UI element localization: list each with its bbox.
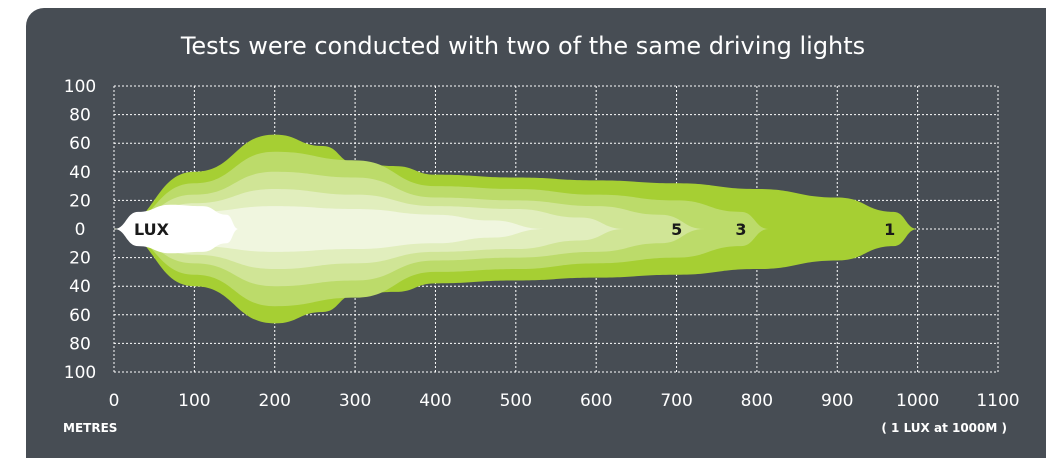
x-tick-label: 300 (339, 391, 371, 411)
lux-note: ( 1 LUX at 1000M ) (881, 421, 1007, 435)
x-tick-label: 800 (741, 391, 773, 411)
y-tick-label: 80 (69, 106, 91, 126)
y-tick-label: 20 (69, 249, 91, 269)
x-tick-label: 500 (500, 391, 532, 411)
x-axis-label: METRES (63, 421, 117, 435)
contour-label-3: 3 (735, 220, 746, 239)
y-tick-label: 0 (75, 220, 86, 240)
x-tick-label: 600 (580, 391, 612, 411)
y-tick-label: 60 (69, 306, 91, 326)
x-axis-ticks: 0 100 200 300 400 500 600 700 800 900 1000 1100 (109, 391, 1020, 411)
y-tick-label: 60 (69, 134, 91, 154)
x-tick-label: 900 (821, 391, 853, 411)
x-tick-label: 100 (178, 391, 210, 411)
y-tick-label: 40 (69, 163, 91, 183)
beam-contour-lux (114, 204, 239, 254)
y-axis-ticks: 100 80 60 40 20 0 20 40 60 80 100 (64, 77, 96, 383)
chart-title: Tests were conducted with two of the sam… (180, 32, 866, 60)
x-tick-label: 0 (109, 391, 120, 411)
x-tick-label: 400 (419, 391, 451, 411)
contour-label-5: 5 (671, 220, 682, 239)
x-tick-label: 1100 (976, 391, 1019, 411)
contour-label-lux: LUX (134, 220, 170, 239)
y-tick-label: 80 (69, 334, 91, 354)
pattern-labels: 1 3 5 LUX (134, 220, 895, 239)
contour-label-1: 1 (884, 220, 895, 239)
y-tick-label: 20 (69, 191, 91, 211)
beam-pattern (114, 134, 918, 324)
y-tick-label: 100 (64, 77, 96, 97)
x-tick-label: 700 (660, 391, 692, 411)
y-tick-label: 40 (69, 277, 91, 297)
x-tick-label: 200 (259, 391, 291, 411)
y-tick-label: 100 (64, 363, 96, 383)
x-tick-label: 1000 (896, 391, 939, 411)
